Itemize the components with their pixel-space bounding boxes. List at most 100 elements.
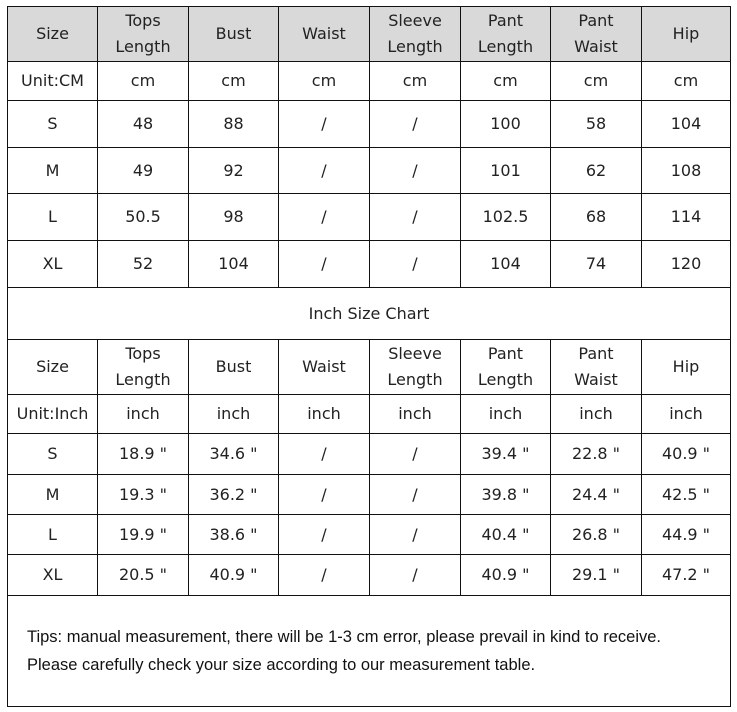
unit-cell: inch	[460, 394, 551, 434]
measurement-cell: 48	[97, 100, 189, 148]
unit-cell: cm	[188, 61, 279, 101]
column-header: Hip	[641, 339, 731, 395]
measurement-cell: 98	[188, 193, 279, 241]
unit-cell: cm	[641, 61, 731, 101]
column-header: Tops Length	[97, 6, 189, 62]
measurement-cell: /	[369, 147, 461, 194]
unit-cell: inch	[369, 394, 461, 434]
table-row: XL 20.5 " 40.9 " //40.9 " 29.1 " 47.2 "	[7, 554, 731, 596]
measurement-cell: 34.6 "	[188, 433, 279, 475]
measurement-cell: 104	[460, 240, 551, 288]
measurement-cell: 19.9 "	[97, 514, 189, 555]
measurement-cell: 18.9 "	[97, 433, 189, 475]
inch_table-header-row: Size Tops Length Bust Waist Sleeve Length Pant L…	[7, 339, 731, 395]
section-title: Inch Size Chart	[7, 287, 731, 340]
tips-line: Tips: manual measurement, there will be …	[27, 628, 662, 646]
size-label: M	[7, 474, 98, 515]
table-row: S 48 88//100 58 104	[7, 100, 731, 148]
column-header: Pant Length	[460, 6, 551, 62]
size-label: XL	[7, 554, 98, 596]
measurement-cell: /	[369, 474, 461, 515]
measurement-cell: 40.4 "	[460, 514, 551, 555]
table-row: XL 52 104//104 74 120	[7, 240, 731, 288]
tips-row: Tips: manual measurement, there will be …	[7, 595, 731, 707]
column-header: Size	[7, 339, 98, 395]
measurement-cell: /	[278, 240, 370, 288]
table-row: L 19.9 " 38.6 " //40.4 " 26.8 " 44.9 "	[7, 514, 731, 555]
table-row: M 49 92//101 62 108	[7, 147, 731, 194]
size-label: S	[7, 433, 98, 475]
measurement-cell: 42.5 "	[641, 474, 731, 515]
column-header: Hip	[641, 6, 731, 62]
measurement-cell: 50.5	[97, 193, 189, 241]
column-header: Pant Waist	[550, 6, 642, 62]
tips-line: Please carefully check your size accordi…	[27, 656, 536, 674]
table-row: S 18.9 " 34.6 " //39.4 " 22.8 " 40.9 "	[7, 433, 731, 475]
inch_table-unit-row: Unit:Inch inch inch inch inch inch inch inch	[7, 394, 731, 434]
measurement-cell: 49	[97, 147, 189, 194]
size-chart-table: Size Tops Length Bust Waist Sleeve Length Pant L…	[7, 6, 731, 707]
unit-cell: cm	[369, 61, 461, 101]
tips-note: Tips: manual measurement, there will be …	[7, 595, 731, 707]
measurement-cell: 102.5	[460, 193, 551, 241]
measurement-cell: 52	[97, 240, 189, 288]
column-header: Waist	[278, 339, 370, 395]
measurement-cell: /	[369, 240, 461, 288]
measurement-cell: 24.4 "	[550, 474, 642, 515]
table-row: L 50.5 98//102.5 68 114	[7, 193, 731, 241]
column-header: Sleeve Length	[369, 339, 461, 395]
unit-cell: inch	[188, 394, 279, 434]
measurement-cell: 100	[460, 100, 551, 148]
measurement-cell: 29.1 "	[550, 554, 642, 596]
measurement-cell: /	[278, 554, 370, 596]
column-header: Waist	[278, 6, 370, 62]
column-header: Bust	[188, 339, 279, 395]
measurement-cell: /	[369, 433, 461, 475]
unit-cell: inch	[550, 394, 642, 434]
inch-title-row: Inch Size Chart	[7, 287, 731, 340]
unit-cell: cm	[460, 61, 551, 101]
unit-cell: inch	[97, 394, 189, 434]
column-header: Pant Waist	[550, 339, 642, 395]
measurement-cell: 40.9 "	[188, 554, 279, 596]
size-label: M	[7, 147, 98, 194]
measurement-cell: 101	[460, 147, 551, 194]
measurement-cell: /	[278, 474, 370, 515]
unit-cell: Unit:Inch	[7, 394, 98, 434]
measurement-cell: 92	[188, 147, 279, 194]
unit-cell: inch	[641, 394, 731, 434]
size-label: L	[7, 514, 98, 555]
measurement-cell: 39.4 "	[460, 433, 551, 475]
column-header: Bust	[188, 6, 279, 62]
unit-cell: inch	[278, 394, 370, 434]
measurement-cell: 74	[550, 240, 642, 288]
measurement-cell: /	[369, 514, 461, 555]
measurement-cell: 19.3 "	[97, 474, 189, 515]
unit-cell: cm	[97, 61, 189, 101]
measurement-cell: 22.8 "	[550, 433, 642, 475]
column-header: Pant Length	[460, 339, 551, 395]
measurement-cell: /	[369, 554, 461, 596]
cm_table-unit-row: Unit:CM cm cm cm cm cm cm cm	[7, 61, 731, 101]
unit-cell: Unit:CM	[7, 61, 98, 101]
measurement-cell: 40.9 "	[460, 554, 551, 596]
measurement-cell: 62	[550, 147, 642, 194]
size-label: S	[7, 100, 98, 148]
measurement-cell: 120	[641, 240, 731, 288]
column-header: Tops Length	[97, 339, 189, 395]
measurement-cell: /	[278, 514, 370, 555]
column-header: Size	[7, 6, 98, 62]
unit-cell: cm	[278, 61, 370, 101]
measurement-cell: 108	[641, 147, 731, 194]
size-label: XL	[7, 240, 98, 288]
table-row: M 19.3 " 36.2 " //39.8 " 24.4 " 42.5 "	[7, 474, 731, 515]
size-label: L	[7, 193, 98, 241]
measurement-cell: /	[369, 100, 461, 148]
measurement-cell: /	[278, 147, 370, 194]
measurement-cell: 68	[550, 193, 642, 241]
measurement-cell: 104	[188, 240, 279, 288]
measurement-cell: /	[369, 193, 461, 241]
measurement-cell: 36.2 "	[188, 474, 279, 515]
measurement-cell: 58	[550, 100, 642, 148]
measurement-cell: 44.9 "	[641, 514, 731, 555]
